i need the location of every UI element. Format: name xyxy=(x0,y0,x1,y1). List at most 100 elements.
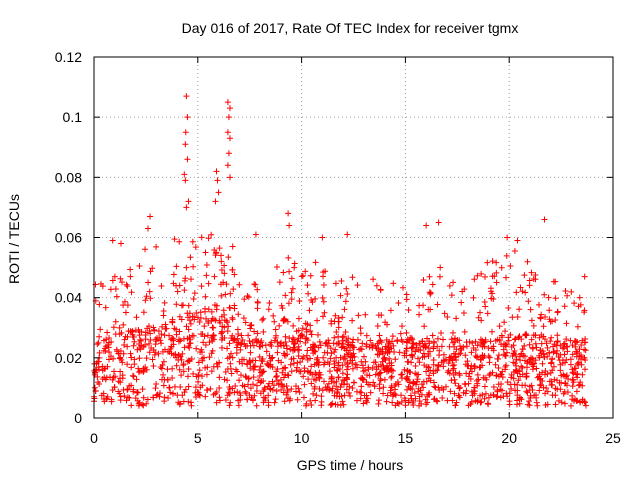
data-point xyxy=(310,390,317,397)
data-point xyxy=(525,401,532,408)
data-point xyxy=(471,276,478,283)
data-point xyxy=(559,345,566,352)
data-point xyxy=(503,252,510,259)
data-point xyxy=(409,386,416,393)
data-point xyxy=(416,311,423,318)
data-point xyxy=(425,352,432,359)
data-point xyxy=(430,338,437,345)
data-point xyxy=(524,360,531,367)
data-point xyxy=(251,363,258,370)
data-point xyxy=(399,338,406,345)
data-point xyxy=(415,388,422,395)
data-point xyxy=(234,388,241,395)
data-point xyxy=(376,351,383,358)
data-point xyxy=(448,292,455,299)
data-point xyxy=(468,349,475,356)
data-point xyxy=(382,348,389,355)
data-point xyxy=(423,368,430,375)
data-point xyxy=(445,367,452,374)
data-point xyxy=(532,357,539,364)
data-point xyxy=(502,328,509,335)
data-point xyxy=(213,389,220,396)
data-point xyxy=(469,339,476,346)
data-point xyxy=(306,355,313,362)
data-point xyxy=(363,379,370,386)
data-point xyxy=(304,282,311,289)
data-point xyxy=(389,399,396,406)
data-point xyxy=(312,348,319,355)
data-point xyxy=(488,295,495,302)
data-point xyxy=(395,400,402,407)
data-point xyxy=(271,399,278,406)
data-point xyxy=(198,234,205,241)
data-point xyxy=(323,339,330,346)
data-point xyxy=(230,286,237,293)
data-point xyxy=(381,354,388,361)
data-point xyxy=(553,377,560,384)
data-point xyxy=(297,359,304,366)
data-point xyxy=(249,338,256,345)
data-point xyxy=(513,356,520,363)
y-tick-label: 0.02 xyxy=(55,350,82,366)
data-point xyxy=(555,397,562,404)
data-point xyxy=(103,395,110,402)
data-point xyxy=(512,335,519,342)
data-point xyxy=(227,290,234,297)
data-point xyxy=(413,381,420,388)
data-point xyxy=(570,370,577,377)
data-point xyxy=(99,363,106,370)
data-point xyxy=(537,314,544,321)
data-point xyxy=(130,388,137,395)
y-tick-label: 0 xyxy=(74,410,82,426)
data-point xyxy=(333,328,340,335)
data-point xyxy=(96,349,103,356)
data-point xyxy=(177,383,184,390)
data-point xyxy=(452,351,459,358)
data-point xyxy=(366,344,373,351)
data-point xyxy=(478,356,485,363)
data-point xyxy=(379,346,386,353)
data-point xyxy=(316,359,323,366)
data-point xyxy=(361,392,368,399)
data-point xyxy=(161,299,168,306)
data-point xyxy=(504,341,511,348)
data-point xyxy=(546,307,553,314)
data-point xyxy=(97,326,104,333)
x-axis-label: GPS time / hours xyxy=(297,457,404,473)
data-point xyxy=(261,384,268,391)
data-point xyxy=(567,402,574,409)
data-point xyxy=(107,286,114,293)
data-point xyxy=(222,369,229,376)
data-point xyxy=(501,319,508,326)
data-point xyxy=(143,400,150,407)
data-point xyxy=(209,315,216,322)
data-point xyxy=(518,363,525,370)
data-point xyxy=(378,312,385,319)
data-point xyxy=(350,379,357,386)
data-point xyxy=(116,331,123,338)
data-point xyxy=(398,371,405,378)
data-point xyxy=(395,381,402,388)
data-point xyxy=(165,395,172,402)
data-point xyxy=(282,292,289,299)
data-point xyxy=(173,263,180,270)
data-point xyxy=(450,339,457,346)
data-point xyxy=(244,396,251,403)
data-point xyxy=(170,271,177,278)
data-point xyxy=(181,171,188,178)
data-point xyxy=(561,373,568,380)
data-point xyxy=(211,273,218,280)
data-point xyxy=(291,260,298,267)
data-point xyxy=(506,401,513,408)
data-point xyxy=(106,335,113,341)
data-point xyxy=(227,360,234,367)
data-point xyxy=(159,323,166,330)
data-point xyxy=(342,298,349,305)
data-point xyxy=(216,384,223,391)
data-point xyxy=(169,335,176,342)
data-point xyxy=(158,331,165,338)
data-point xyxy=(380,390,387,397)
data-point xyxy=(236,377,243,384)
data-point xyxy=(236,281,243,288)
data-point xyxy=(258,357,265,364)
